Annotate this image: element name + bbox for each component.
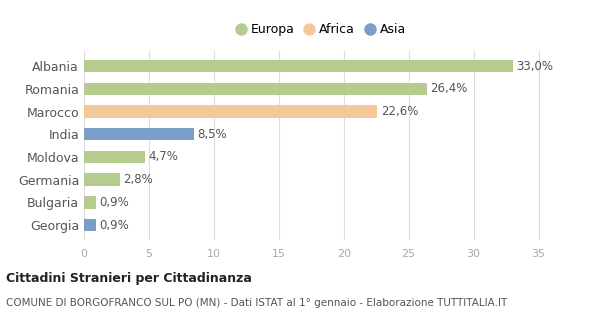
- Text: Cittadini Stranieri per Cittadinanza: Cittadini Stranieri per Cittadinanza: [6, 272, 252, 285]
- Text: 8,5%: 8,5%: [197, 128, 227, 141]
- Bar: [84, 83, 427, 95]
- Bar: [84, 128, 194, 140]
- Bar: [84, 60, 512, 72]
- Bar: [84, 196, 95, 209]
- Text: 2,8%: 2,8%: [124, 173, 154, 186]
- Text: 4,7%: 4,7%: [148, 150, 178, 164]
- Bar: [84, 105, 377, 118]
- Text: 26,4%: 26,4%: [430, 82, 467, 95]
- Bar: [84, 173, 121, 186]
- Bar: [84, 151, 145, 163]
- Text: 0,9%: 0,9%: [99, 219, 128, 232]
- Text: 33,0%: 33,0%: [516, 60, 553, 73]
- Text: 0,9%: 0,9%: [99, 196, 128, 209]
- Text: 22,6%: 22,6%: [381, 105, 418, 118]
- Text: COMUNE DI BORGOFRANCO SUL PO (MN) - Dati ISTAT al 1° gennaio - Elaborazione TUTT: COMUNE DI BORGOFRANCO SUL PO (MN) - Dati…: [6, 298, 507, 308]
- Bar: [84, 219, 95, 231]
- Legend: Europa, Africa, Asia: Europa, Africa, Asia: [232, 20, 410, 40]
